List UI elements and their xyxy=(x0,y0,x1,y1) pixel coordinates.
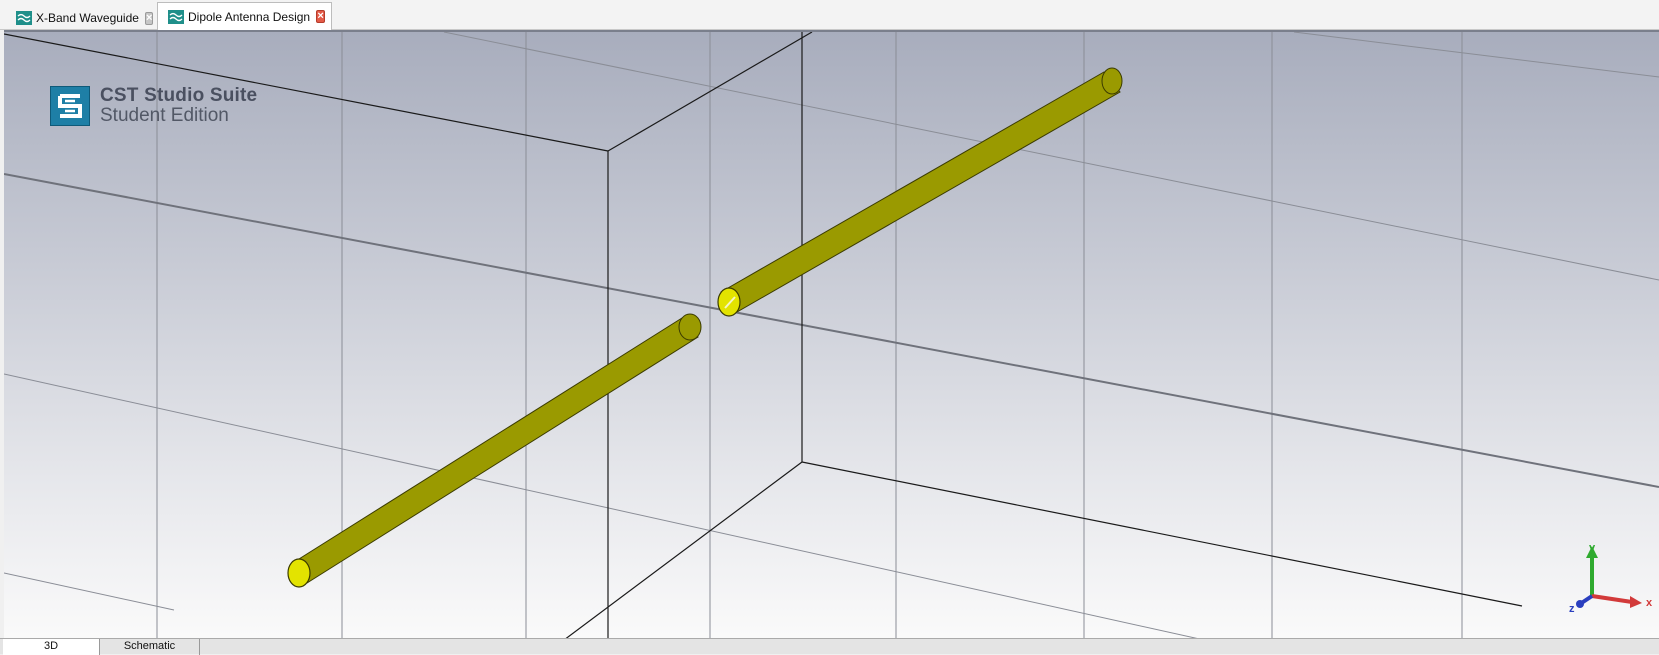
close-tab-button[interactable]: × xyxy=(144,11,154,25)
close-tab-button[interactable]: × xyxy=(316,10,325,23)
tab-x-band-waveguide[interactable]: X-Band Waveguide × xyxy=(6,6,154,30)
grid-axis-line xyxy=(4,173,1659,488)
x-axis-label: x xyxy=(1646,597,1653,609)
y-axis-label: y xyxy=(1589,542,1596,554)
dipole-arm-lower[interactable] xyxy=(287,313,702,588)
cst-logo: CST Studio Suite Student Edition xyxy=(50,86,257,126)
waveguide-icon xyxy=(16,11,32,25)
logo-title: CST Studio Suite xyxy=(100,85,258,106)
tab-dipole-antenna-design[interactable]: Dipole Antenna Design × xyxy=(157,2,332,30)
view-tab-bar: 3D Schematic xyxy=(0,638,1659,655)
z-axis-label: z xyxy=(1569,603,1575,615)
model-scene xyxy=(4,32,1659,638)
3d-viewport[interactable]: CST Studio Suite Student Edition y x z xyxy=(4,30,1659,638)
dipole-arm-upper[interactable] xyxy=(717,67,1123,317)
cst-logo-icon xyxy=(50,86,90,126)
logo-subtitle: Student Edition xyxy=(100,105,229,126)
waveguide-icon xyxy=(168,9,184,24)
document-tab-bar: X-Band Waveguide × Dipole Antenna Design… xyxy=(0,0,1659,30)
tab-label: Dipole Antenna Design xyxy=(188,9,311,24)
tab-label: X-Band Waveguide xyxy=(36,11,139,25)
axis-triad: y x z xyxy=(1550,540,1659,630)
tab-schematic[interactable]: Schematic xyxy=(100,639,200,655)
working-plane-grid xyxy=(4,32,1659,638)
x-axis-arrow xyxy=(1591,594,1633,604)
tab-3d[interactable]: 3D xyxy=(3,639,100,655)
